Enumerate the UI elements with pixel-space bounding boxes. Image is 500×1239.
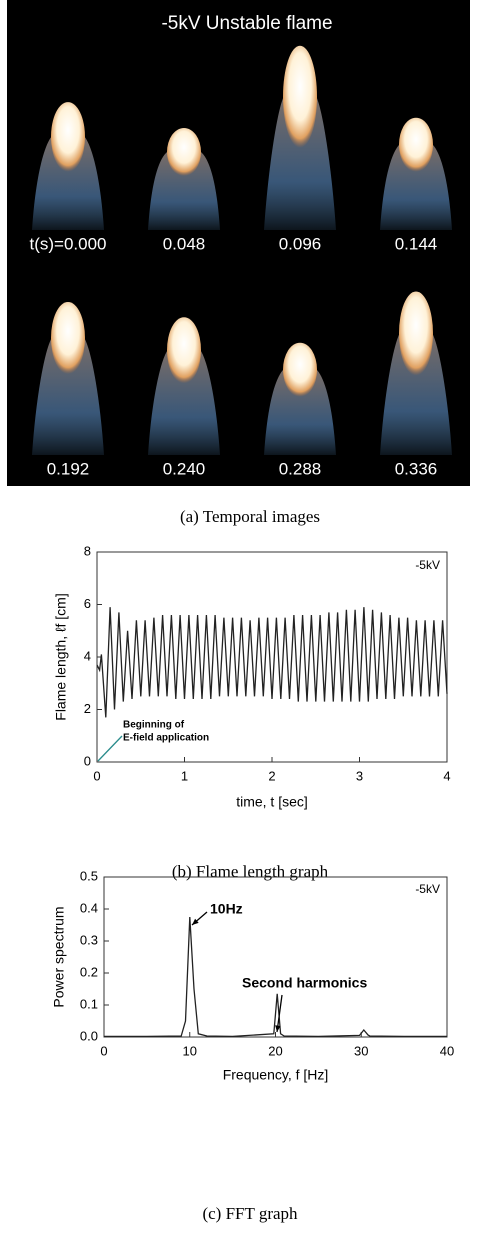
flame-tip	[167, 128, 201, 176]
x-tick-label: 4	[443, 768, 450, 783]
y-tick-label: 2	[84, 701, 91, 716]
x-tick-label: 0	[100, 1043, 107, 1058]
time-label: t(s)=0.000	[29, 234, 106, 253]
time-label: 0.096	[279, 234, 322, 253]
x-axis-label: time, t [sec]	[236, 794, 308, 810]
data-line	[104, 916, 447, 1038]
arrow	[97, 735, 123, 762]
flame-body	[32, 134, 104, 230]
flame-tip	[51, 302, 85, 374]
caption: (a) Temporal images	[180, 507, 320, 526]
flame-body	[380, 330, 452, 455]
time-label: 0.192	[47, 459, 90, 478]
arrow-head	[192, 918, 199, 925]
annotation: -5kV	[415, 558, 440, 572]
x-axis-label: Frequency, f [Hz]	[223, 1067, 329, 1083]
flame-tip	[51, 102, 85, 172]
time-label: 0.240	[163, 459, 206, 478]
x-tick-label: 1	[181, 768, 188, 783]
time-label: 0.048	[163, 234, 206, 253]
flame-body	[148, 150, 220, 230]
x-tick-label: 30	[354, 1043, 368, 1058]
flame-tip	[167, 317, 201, 384]
time-label: 0.336	[395, 459, 438, 478]
y-tick-label: 8	[84, 543, 91, 558]
y-tick-label: 0.3	[80, 932, 98, 947]
annotation: Beginning of	[123, 720, 185, 731]
y-tick-label: 0.0	[80, 1028, 98, 1043]
arrow-head	[275, 1025, 281, 1032]
y-tick-label: 0.5	[80, 868, 98, 883]
flame-body	[380, 142, 452, 230]
flame-tip	[283, 45, 317, 148]
y-tick-label: 0	[84, 753, 91, 768]
flame-body	[148, 347, 220, 455]
flame-body	[32, 335, 104, 455]
flame-tip	[283, 342, 317, 397]
caption: (c) FFT graph	[202, 1204, 298, 1223]
x-tick-label: 10	[183, 1043, 197, 1058]
flame-tip	[399, 117, 433, 172]
annotation: 10Hz	[210, 901, 243, 917]
y-tick-label: 4	[84, 648, 91, 663]
y-tick-label: 6	[84, 596, 91, 611]
annotation: -5kV	[415, 882, 440, 896]
annotation: E-field application	[123, 733, 209, 744]
annotation: Second harmonics	[242, 975, 367, 991]
x-tick-label: 40	[440, 1043, 454, 1058]
image-title: -5kV Unstable flame	[161, 13, 332, 34]
y-tick-label: 0.1	[80, 996, 98, 1011]
flames: t(s)=0.000 0.048 0.096 0.144 0.192 0.240 0.288…	[29, 45, 452, 478]
flame-body	[264, 92, 336, 230]
time-label: 0.288	[279, 459, 322, 478]
data-line	[96, 607, 448, 718]
x-tick-label: 20	[268, 1043, 282, 1058]
flame-tip	[399, 291, 433, 376]
y-tick-label: 0.4	[80, 900, 98, 915]
x-tick-label: 0	[93, 768, 100, 783]
y-axis-label: Power spectrum	[51, 906, 67, 1007]
time-label: 0.144	[395, 234, 438, 253]
flame-body	[264, 367, 336, 455]
caption: (b) Flame length graph	[172, 862, 329, 881]
y-tick-label: 0.2	[80, 964, 98, 979]
x-tick-label: 3	[356, 768, 363, 783]
y-axis-label: Flame length, ℓf [cm]	[53, 593, 69, 720]
x-tick-label: 2	[268, 768, 275, 783]
